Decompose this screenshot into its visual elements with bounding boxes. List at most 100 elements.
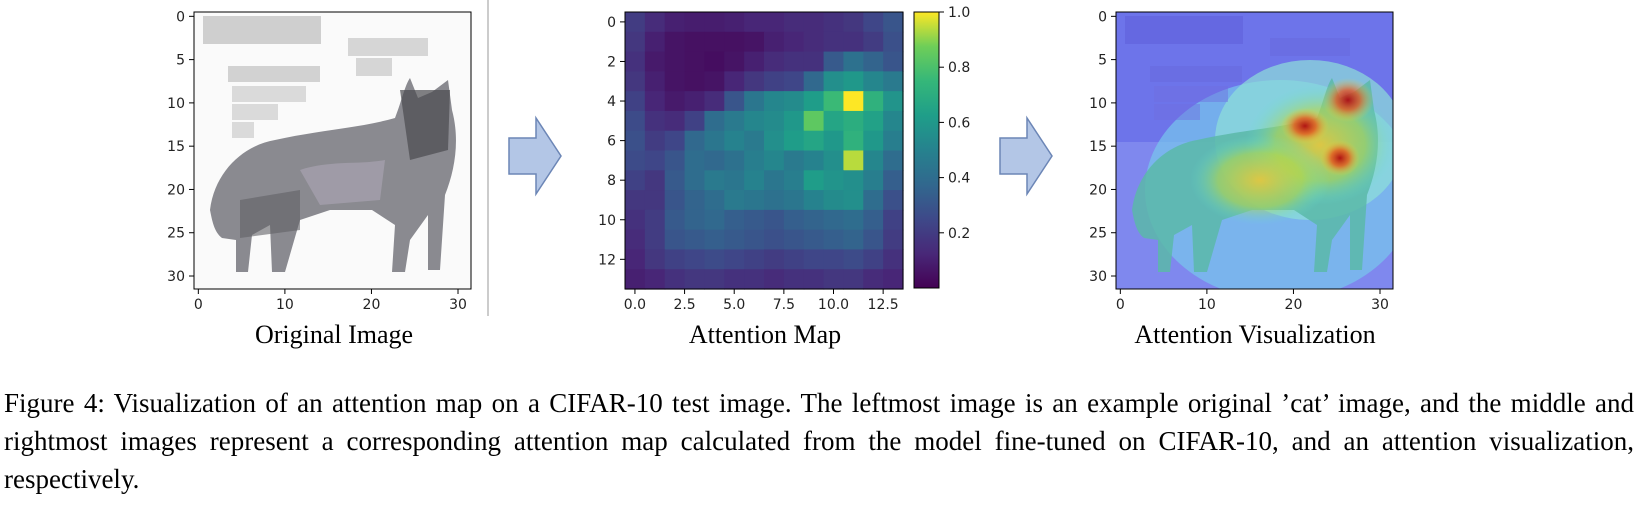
attention-visualization-image — [1116, 12, 1393, 289]
visualization-axes: 0 5 10 15 20 25 30 0 10 20 30 — [1089, 9, 1389, 313]
heatmap-cell — [863, 190, 884, 211]
heatmap-cell — [684, 130, 706, 152]
heatmap-cell — [863, 110, 884, 132]
heatmap-cell — [843, 91, 864, 112]
heatmap-cell — [843, 71, 864, 92]
heatmap-cell — [664, 269, 686, 290]
heatmap-cell — [704, 12, 725, 33]
heatmap-cell — [764, 12, 785, 33]
heatmap-cell — [724, 170, 745, 191]
heatmap-cell — [823, 31, 845, 53]
heatmap-cell — [704, 150, 725, 171]
colorbar-axis: 0.2 0.4 0.6 0.8 1.0 — [939, 5, 970, 242]
heatmap-cell — [664, 12, 686, 33]
heatmap-cell — [764, 190, 785, 211]
original-image-panel — [193, 0, 489, 316]
heatmap-cell — [883, 150, 904, 171]
heatmap-cell — [704, 170, 725, 191]
original-x-tick-label: 20 — [363, 297, 381, 313]
heatmap-cell — [823, 229, 845, 251]
heatmap-cell — [744, 269, 765, 290]
heatmap-cell — [724, 51, 745, 72]
visualization-x-tick-label: 0 — [1116, 297, 1125, 313]
heatmap-cell — [764, 269, 785, 290]
original-y-tick-label: 10 — [167, 96, 185, 112]
figure: 0 5 10 15 20 25 30 0 10 20 30 0 2 4 6 8 10 12 0.0 2.5 5.0 7.… — [167, 0, 1394, 316]
heatmap-cell — [664, 110, 686, 132]
heatmap-frame — [624, 11, 904, 290]
map-y-tick-label: 4 — [607, 94, 616, 110]
heatmap-cell — [823, 269, 845, 290]
heatmap-cell — [783, 110, 805, 132]
heatmap-cell — [783, 249, 805, 270]
heatmap-cell — [803, 229, 825, 251]
heatmap-cell — [625, 150, 646, 171]
heatmap-cell — [744, 130, 765, 152]
original-x-tick-label: 0 — [194, 297, 203, 313]
heatmap-cell — [625, 91, 646, 112]
heatmap-cell — [644, 110, 666, 132]
heatmap-cell — [704, 249, 725, 270]
heatmap-cell — [823, 91, 845, 112]
heatmap-cell — [764, 51, 785, 72]
heatmap-cell — [625, 12, 646, 33]
heatmap-cell — [843, 150, 864, 171]
heatmap-cell — [684, 71, 706, 92]
heatmap-cell — [803, 71, 825, 92]
heatmap-cell — [863, 51, 884, 72]
heatmap-cell — [764, 209, 785, 231]
heatmap-cell — [843, 249, 864, 270]
heatmap-cell — [644, 249, 666, 270]
figure-caption: Figure 4: Visualization of an attention … — [4, 388, 1634, 494]
colorbar-tick-label: 0.2 — [948, 226, 970, 242]
heatmap-cell — [684, 31, 706, 53]
heatmap-cell — [883, 91, 904, 112]
heatmap-cell — [684, 150, 706, 171]
heatmap-cell — [764, 130, 785, 152]
heatmap-cell — [783, 150, 805, 171]
heatmap-cell — [823, 170, 845, 191]
heatmap-cell — [664, 190, 686, 211]
heatmap-cell — [704, 71, 725, 92]
visualization-y-tick-label: 5 — [1098, 53, 1107, 69]
heatmap-cell — [625, 71, 646, 92]
heatmap-cell — [863, 91, 884, 112]
heatmap-cell — [863, 249, 884, 270]
heatmap-cell — [883, 269, 904, 290]
heatmap-cell — [883, 71, 904, 92]
visualization-y-tick-label: 20 — [1089, 182, 1107, 198]
map-y-tick-label: 10 — [598, 213, 616, 229]
visualization-y-tick-label: 25 — [1089, 226, 1107, 242]
heatmap-cell — [843, 130, 864, 152]
visualization-x-tick-label: 10 — [1198, 297, 1216, 313]
original-y-tick-label: 0 — [176, 9, 185, 25]
heatmap-cell — [883, 110, 904, 132]
heatmap-cell — [704, 91, 725, 112]
heatmap-cell — [823, 190, 845, 211]
heatmap-cell — [764, 110, 785, 132]
heatmap-cell — [764, 229, 785, 251]
heatmap-cell — [803, 150, 825, 171]
heatmap-cell — [803, 110, 825, 132]
map-x-tick-label: 2.5 — [673, 297, 695, 313]
heatmap-cell — [744, 190, 765, 211]
visualization-y-tick-label: 15 — [1089, 139, 1107, 155]
heatmap-cell — [724, 229, 745, 251]
heatmap-cell — [843, 229, 864, 251]
heatmap-cell — [764, 150, 785, 171]
heatmap-cell — [644, 51, 666, 72]
heatmap-cell — [883, 249, 904, 270]
heatmap-cell — [704, 130, 725, 152]
heatmap-cell — [684, 229, 706, 251]
heatmap-cell — [803, 190, 825, 211]
heatmap-cell — [803, 51, 825, 72]
heatmap-cell — [803, 130, 825, 152]
visualization-y-tick-label: 0 — [1098, 9, 1107, 25]
heatmap-cell — [783, 190, 805, 211]
heatmap-cell — [704, 190, 725, 211]
heatmap-cell — [843, 209, 864, 231]
heatmap-cell — [644, 150, 666, 171]
heatmap-cell — [764, 170, 785, 191]
attention-map-panel — [624, 11, 940, 290]
attention-visualization-label: Attention Visualization — [1134, 320, 1376, 349]
